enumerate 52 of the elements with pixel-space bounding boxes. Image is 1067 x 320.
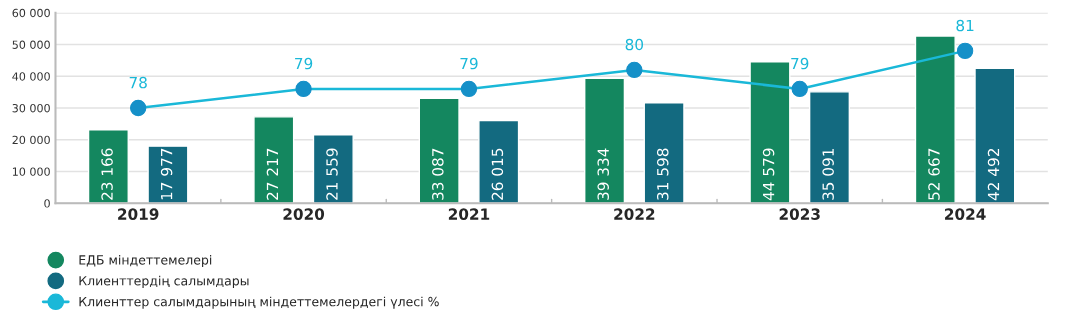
legend-label: Клиенттер салымдарының міндеттемелердегі үлесі %	[79, 296, 439, 309]
data-label: 42 492	[987, 149, 1000, 201]
data-label: 26 015	[491, 148, 504, 200]
y-tick-label: 20 000	[12, 135, 50, 145]
legend-label: Клиенттердің салымдары	[79, 275, 249, 288]
bar	[253, 116, 295, 204]
point	[130, 99, 147, 117]
x-tick-label: 2021	[448, 208, 490, 220]
y-tick-label: 30 000	[12, 103, 50, 113]
point	[791, 80, 808, 98]
point	[956, 42, 974, 60]
data-label: 79	[295, 57, 313, 70]
data-label: 35 091	[822, 148, 834, 200]
x-tick-label: 2023	[779, 208, 820, 220]
point	[460, 80, 478, 98]
bar	[87, 128, 129, 204]
data-label: 81	[956, 19, 974, 32]
x-tick-label: 2022	[614, 208, 655, 220]
bar	[418, 97, 460, 204]
legend-label: ЕДБ міндеттемелері	[79, 254, 212, 268]
y-tick-label: 10 000	[12, 167, 50, 176]
y-tick-label: 40 000	[12, 72, 50, 81]
bar	[478, 119, 520, 204]
point	[626, 61, 643, 79]
data-label: 27 217	[266, 148, 279, 200]
data-label: 80	[625, 38, 644, 51]
bar	[974, 67, 1016, 204]
y-tick-label: 50 000	[12, 40, 50, 49]
bar	[749, 61, 791, 204]
data-label: 31 598	[656, 148, 669, 200]
data-label: 39 334	[597, 148, 609, 200]
x-tick-label: 2020	[283, 208, 325, 220]
point	[295, 80, 312, 98]
x-tick-label: 2019	[118, 208, 159, 220]
data-label: 21 559	[326, 148, 338, 200]
y-tick-label: 0	[44, 199, 50, 208]
data-label: 79	[460, 57, 478, 70]
data-label: 79	[791, 57, 809, 70]
data-label: 52 667	[928, 148, 940, 200]
data-label: 33 087	[432, 148, 444, 200]
bar	[808, 91, 851, 204]
bar	[584, 77, 626, 204]
bar	[914, 35, 956, 204]
data-label: 44 579	[762, 148, 775, 201]
data-label: 23 166	[101, 148, 113, 200]
bar	[312, 134, 354, 204]
bar	[643, 102, 685, 204]
bar	[147, 145, 189, 204]
data-label: 17 977	[160, 148, 173, 200]
data-label: 78	[129, 76, 147, 89]
x-tick-label: 2024	[945, 208, 986, 220]
y-tick-label: 60 000	[12, 8, 50, 18]
